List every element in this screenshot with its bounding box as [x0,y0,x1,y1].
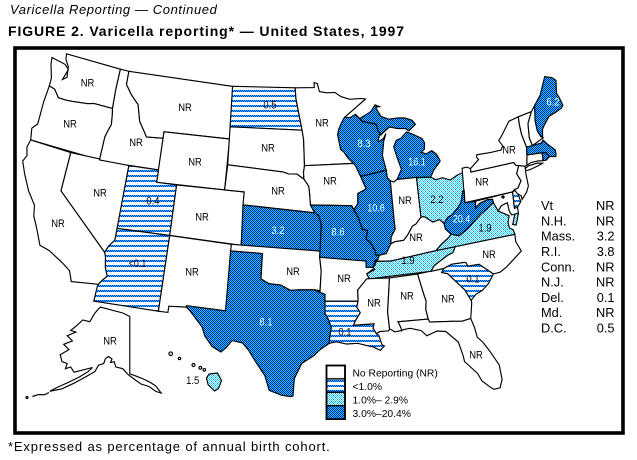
svg-text:<0.1: <0.1 [129,258,147,270]
svg-text:NR: NR [596,214,614,229]
svg-text:NR: NR [315,118,329,130]
svg-text:N.H.: N.H. [541,214,567,229]
svg-text:Vt: Vt [541,198,554,213]
svg-text:NR: NR [195,212,209,224]
svg-text:NR: NR [482,249,496,261]
svg-text:NR: NR [323,176,337,188]
svg-text:0.1: 0.1 [338,327,351,339]
svg-text:3.2: 3.2 [271,225,284,237]
svg-text:NR: NR [63,119,77,131]
svg-text:NR: NR [398,195,412,207]
svg-text:NR: NR [596,275,614,290]
svg-text:NR: NR [337,273,351,285]
svg-text:8.1: 8.1 [259,317,272,329]
svg-text:NR: NR [129,137,143,149]
svg-text:NR: NR [469,350,483,362]
svg-text:NR: NR [261,143,275,155]
svg-text:NR: NR [475,177,489,189]
svg-text:8.6: 8.6 [331,227,344,239]
svg-text:<1.0%: <1.0% [353,382,382,393]
svg-text:8.3: 8.3 [357,138,370,150]
svg-text:NR: NR [596,259,614,274]
svg-text:D.C.: D.C. [541,320,567,335]
svg-text:NR: NR [103,336,117,348]
svg-text:16.1: 16.1 [408,157,426,169]
svg-text:0.1: 0.1 [597,290,615,305]
svg-text:NR: NR [271,186,285,198]
svg-text:6.2: 6.2 [546,97,559,109]
svg-text:0.5: 0.5 [597,320,615,335]
svg-text:0.4: 0.4 [146,196,159,208]
svg-text:NR: NR [367,298,381,310]
svg-text:1.9: 1.9 [401,255,414,267]
svg-text:1.9: 1.9 [478,223,491,235]
svg-text:Conn.: Conn. [541,259,575,274]
svg-text:NR: NR [188,156,202,168]
svg-text:No Reporting (NR): No Reporting (NR) [353,368,438,379]
svg-text:NR: NR [400,291,414,303]
svg-text:Md.: Md. [541,305,562,320]
svg-text:20.4: 20.4 [453,214,471,226]
svg-text:NR: NR [51,218,65,230]
svg-text:Mass.: Mass. [541,229,575,244]
svg-text:NR: NR [596,305,614,320]
svg-text:3.8: 3.8 [597,244,615,259]
svg-text:NR: NR [286,266,300,278]
svg-text:2.2: 2.2 [430,194,443,206]
svg-text:3.2: 3.2 [597,229,615,244]
svg-text:10.6: 10.6 [367,203,385,215]
svg-text:1.5: 1.5 [186,375,199,387]
svg-text:NR: NR [502,145,516,157]
svg-text:0.5: 0.5 [263,100,276,112]
svg-text:NR: NR [185,267,199,279]
svg-text:NR: NR [178,102,192,114]
svg-text:NR: NR [81,78,95,90]
svg-text:R.I.: R.I. [541,244,561,259]
svg-text:NR: NR [409,232,423,244]
svg-text:3.0%–20.4%: 3.0%–20.4% [353,409,411,420]
svg-text:NR: NR [93,188,107,200]
svg-text:Del.: Del. [541,290,564,305]
svg-text:NR: NR [596,198,614,213]
svg-text:N.J.: N.J. [541,275,564,290]
svg-text:NR: NR [441,294,455,306]
svg-text:0.1: 0.1 [466,274,479,286]
svg-text:1.0%– 2.9%: 1.0%– 2.9% [353,395,409,406]
